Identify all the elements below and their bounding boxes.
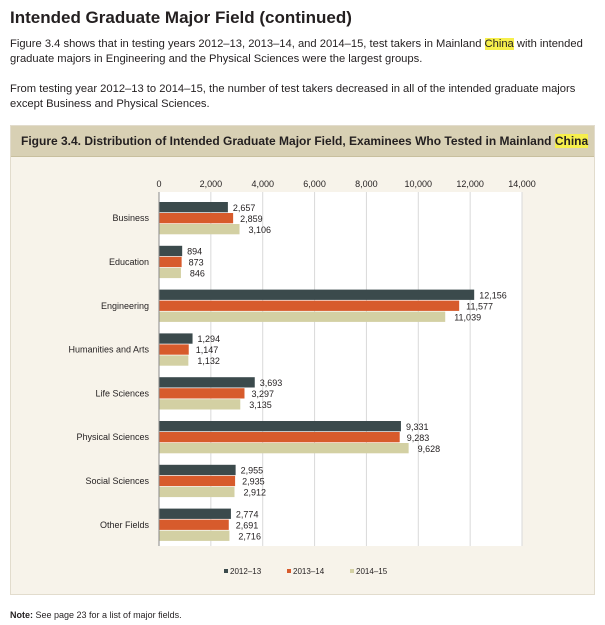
bar-chart: 0 2,000 4,000 6,000 8,000 10,000 12,000 14,000 B… <box>68 179 536 576</box>
data-label: 3,297 <box>251 389 274 399</box>
data-label: 2,935 <box>242 477 265 487</box>
bar <box>159 289 475 300</box>
data-label: 2,859 <box>240 214 263 224</box>
bar <box>159 443 409 454</box>
bar <box>159 245 183 257</box>
footnote-text: See page 23 for a list of major fields. <box>33 610 182 620</box>
data-label: 3,135 <box>249 400 272 410</box>
bar <box>159 486 235 498</box>
footnote: Note: See page 23 for a list of major fi… <box>10 610 182 620</box>
data-label: 1,132 <box>197 356 220 366</box>
x-tick-label: 2,000 <box>200 179 223 189</box>
x-tick-label: 12,000 <box>456 179 484 189</box>
bar <box>159 508 231 519</box>
legend-label: 2014–15 <box>356 567 388 576</box>
chart-title-highlight: China <box>554 134 589 148</box>
data-label: 12,156 <box>479 290 507 300</box>
bar <box>159 213 234 224</box>
bar <box>159 300 460 311</box>
chart-title-text: Figure 3.4. Distribution of Intended Gra… <box>21 134 555 148</box>
x-tick-label: 4,000 <box>251 179 274 189</box>
bar <box>159 267 181 279</box>
bar <box>159 388 245 399</box>
category-label: Engineering <box>101 301 149 311</box>
data-label: 1,147 <box>196 345 219 355</box>
data-label: 2,912 <box>244 488 267 498</box>
category-label: Business <box>112 213 149 223</box>
data-label: 894 <box>187 247 202 257</box>
x-tick-label: 0 <box>156 179 161 189</box>
intro-paragraph: Figure 3.4 shows that in testing years 2… <box>10 37 590 67</box>
intro-highlight-china: China <box>484 38 514 50</box>
bar <box>159 519 229 530</box>
legend-swatch <box>350 569 354 573</box>
category-label: Education <box>109 257 149 267</box>
data-label: 11,039 <box>454 312 481 322</box>
x-tick-label: 14,000 <box>508 179 536 189</box>
bar <box>159 344 189 355</box>
x-tick-label: 10,000 <box>405 179 433 189</box>
data-label: 873 <box>189 258 204 268</box>
chart-title: Figure 3.4. Distribution of Intended Gra… <box>11 126 594 157</box>
category-label: Social Sciences <box>85 476 149 486</box>
bar <box>159 464 236 476</box>
bar <box>159 421 401 432</box>
data-label: 3,693 <box>260 378 283 388</box>
data-label: 2,691 <box>236 520 259 530</box>
intro-text-end: with intended graduate majors in Enginee… <box>10 38 583 65</box>
bar <box>159 399 241 410</box>
category-label: Humanities and Arts <box>68 345 149 355</box>
figure-panel: Figure 3.4. Distribution of Intended Gra… <box>10 125 595 595</box>
bar <box>159 311 446 322</box>
data-label: 3,106 <box>249 225 272 235</box>
bar <box>159 377 255 388</box>
category-label: Physical Sciences <box>76 432 149 442</box>
x-tick-label: 6,000 <box>303 179 326 189</box>
footnote-label: Note: <box>10 610 33 620</box>
bar <box>159 355 189 366</box>
bar <box>159 530 230 541</box>
bar <box>159 475 236 487</box>
bar <box>159 224 240 235</box>
data-label: 2,955 <box>241 466 264 476</box>
bar <box>159 333 193 344</box>
bar <box>159 256 182 268</box>
bar <box>159 202 228 213</box>
category-label: Life Sciences <box>95 388 149 398</box>
data-label: 2,657 <box>233 203 256 213</box>
intro-text-start: Figure 3.4 shows that in testing years 2… <box>10 38 485 50</box>
legend-label: 2013–14 <box>293 567 325 576</box>
category-label: Other Fields <box>100 520 150 530</box>
data-label: 9,331 <box>406 422 429 432</box>
data-label: 2,716 <box>238 531 261 541</box>
data-label: 1,294 <box>198 334 221 344</box>
data-label: 846 <box>190 269 205 279</box>
data-label: 11,577 <box>466 301 493 311</box>
x-tick-label: 8,000 <box>355 179 378 189</box>
data-label: 2,774 <box>236 509 259 519</box>
legend-label: 2012–13 <box>230 567 262 576</box>
page-heading: Intended Graduate Major Field (continued… <box>10 8 352 27</box>
legend-swatch <box>224 569 228 573</box>
legend-swatch <box>287 569 291 573</box>
trend-paragraph: From testing year 2012–13 to 2014–15, th… <box>10 83 576 110</box>
bar <box>159 432 400 443</box>
data-label: 9,628 <box>418 444 441 454</box>
data-label: 9,283 <box>407 433 430 443</box>
